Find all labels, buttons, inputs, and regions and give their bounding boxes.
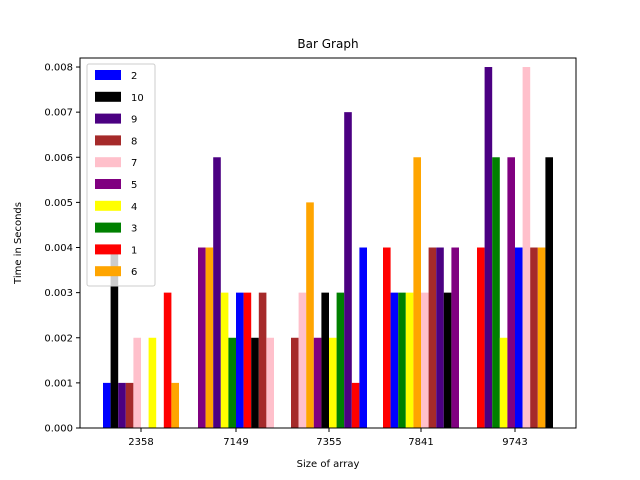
legend-label: 5 (131, 180, 137, 191)
bar-9743-7 (530, 247, 538, 428)
bar-7355-5 (329, 337, 337, 428)
legend-label: 7 (131, 158, 137, 169)
legend-swatch (95, 222, 121, 233)
legend-label: 1 (131, 245, 137, 256)
legend-label: 6 (131, 267, 137, 278)
bars-layer (103, 67, 553, 429)
bar-9743-6 (522, 67, 531, 429)
bar-7149-3 (220, 292, 229, 428)
bar-7841-5 (421, 292, 429, 428)
legend-swatch (95, 244, 121, 255)
x-tick-label: 7149 (223, 437, 248, 448)
bar-7149-1 (205, 247, 214, 428)
bar-9743-1 (484, 67, 493, 429)
bar-7355-2 (306, 202, 314, 428)
bar-7149-2 (213, 157, 221, 428)
legend-swatch (95, 135, 121, 146)
y-tick-label: 0.006 (44, 153, 73, 164)
bar-7841-4 (413, 157, 421, 428)
y-tick-label: 0.005 (44, 198, 73, 209)
legend-label: 9 (131, 115, 137, 126)
bar-7355-0 (291, 337, 299, 428)
bar-7149-6 (243, 292, 252, 428)
bar-9743-4 (507, 157, 515, 428)
bar-7355-3 (313, 337, 322, 428)
bar-2358-2 (118, 382, 126, 428)
bar-7149-4 (228, 337, 236, 428)
legend-label: 8 (131, 136, 137, 147)
x-tick-label: 9743 (502, 437, 527, 448)
bar-7355-6 (336, 292, 345, 428)
bar-7841-1 (390, 292, 399, 428)
y-tick-label: 0.002 (44, 333, 73, 344)
x-tick-label: 2358 (128, 437, 153, 448)
x-axis-label: Size of array (297, 459, 360, 470)
y-tick-label: 0.001 (44, 378, 73, 389)
bar-7149-7 (251, 337, 259, 428)
bar-7355-8 (351, 382, 360, 428)
bar-7355-7 (344, 112, 352, 429)
bar-7841-2 (398, 292, 406, 428)
bar-7149-8 (258, 292, 267, 428)
bar-2358-3 (125, 382, 134, 428)
bar-7841-7 (436, 247, 444, 428)
bar-9743-5 (515, 247, 523, 428)
bar-2358-0 (103, 382, 111, 428)
legend-swatch (95, 70, 121, 80)
legend-label: 3 (131, 224, 137, 235)
legend-swatch (95, 113, 121, 124)
bar-7149-5 (236, 292, 244, 428)
y-tick-label: 0.007 (44, 108, 73, 119)
x-tick-label: 7355 (316, 437, 341, 448)
bar-7841-0 (383, 247, 391, 428)
bar-7149-0 (198, 247, 206, 428)
y-tick-label: 0.003 (44, 288, 73, 299)
bar-9743-3 (499, 337, 508, 428)
bar-7841-6 (428, 247, 437, 428)
bar-2358-8 (163, 292, 172, 428)
bar-7355-4 (321, 292, 329, 428)
legend-label: 2 (131, 71, 137, 82)
bar-9743-8 (537, 247, 546, 428)
bar-9743-0 (477, 247, 485, 428)
legend-swatch (95, 179, 121, 189)
bar-7355-1 (298, 292, 307, 428)
bar-2358-1 (110, 247, 119, 428)
y-tick-label: 0.000 (44, 424, 73, 435)
y-axis: 0.000 0.001 0.002 0.003 0.004 0.005 0.006 0.007… (44, 63, 80, 435)
x-axis: 2358 7149 7355 7841 9743 (128, 428, 528, 448)
bar-7149-9 (266, 337, 274, 428)
legend-swatch (95, 200, 121, 211)
y-axis-label: Time in Seconds (13, 202, 24, 285)
bar-7841-8 (443, 292, 452, 428)
legend-label: 4 (131, 202, 137, 213)
y-tick-label: 0.004 (44, 243, 73, 254)
bar-2358-9 (171, 382, 179, 428)
y-tick-label: 0.008 (44, 63, 73, 74)
bar-2358-4 (133, 337, 141, 428)
legend-swatch (95, 157, 121, 168)
bar-2358-6 (148, 337, 157, 428)
bar-9743-9 (545, 157, 553, 428)
bar-7841-9 (451, 247, 459, 428)
bar-7355-9 (359, 247, 367, 428)
legend: 2 10 9 8 7 5 4 3 1 6 (86, 63, 156, 287)
legend-swatch (95, 266, 121, 277)
x-tick-label: 7841 (408, 437, 433, 448)
bar-7841-3 (405, 292, 414, 428)
bar-9743-2 (492, 157, 500, 428)
chart-title: Bar Graph (297, 37, 358, 51)
legend-swatch (95, 91, 121, 102)
plot-frame (79, 57, 577, 429)
legend-label: 10 (131, 93, 144, 104)
